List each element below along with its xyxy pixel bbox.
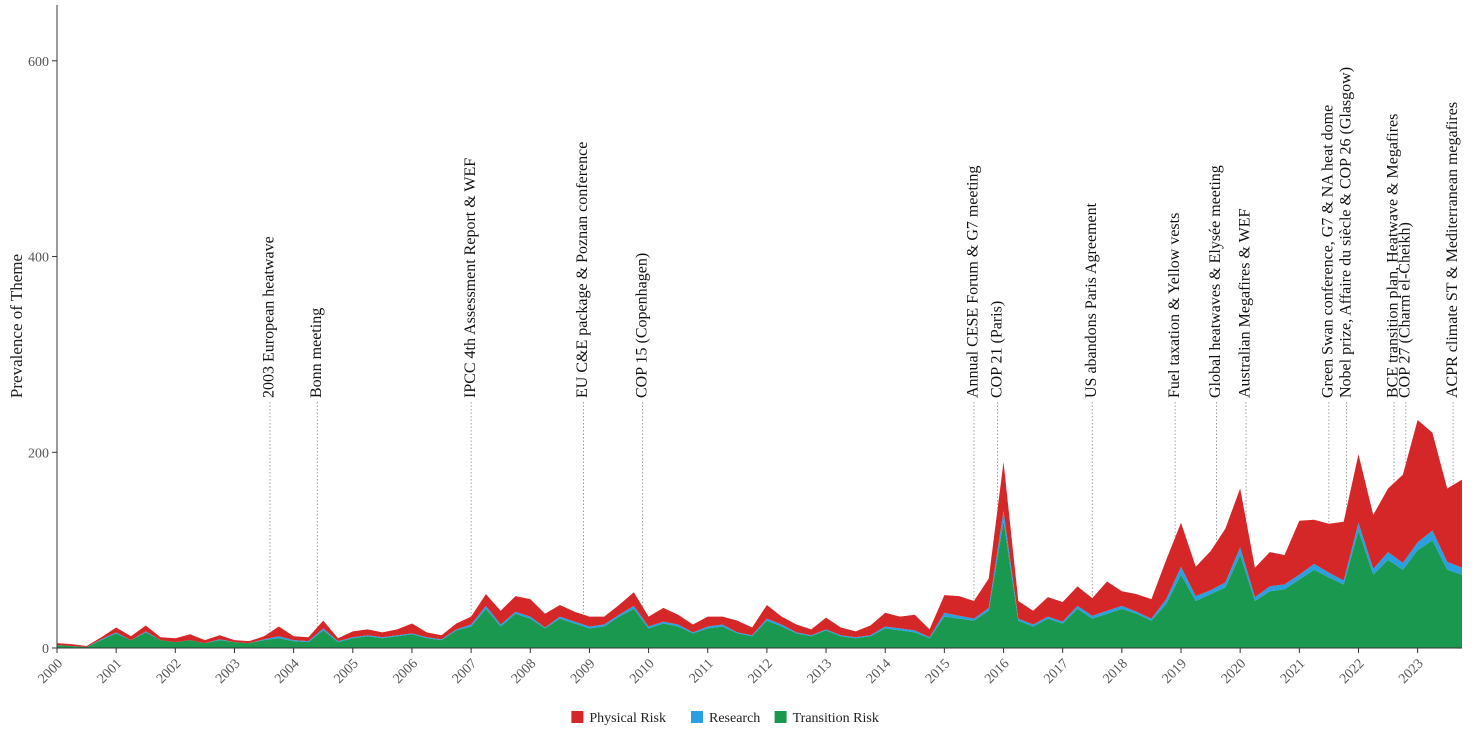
legend-swatch: [571, 711, 584, 723]
x-tick-label: 2005: [331, 656, 361, 686]
annotation-label: Green Swan conference, G7 & NA heat dome: [1320, 105, 1337, 398]
x-tick-label: 2000: [36, 656, 66, 686]
legend-label: Physical Risk: [589, 711, 666, 726]
legend-label: Transition Risk: [793, 711, 879, 726]
legend-swatch: [774, 711, 787, 723]
annotation-label: Nobel prize, Affaire du siècle & COP 26 …: [1337, 67, 1354, 398]
x-tick-label: 2012: [746, 656, 776, 686]
y-tick-label: 400: [28, 251, 49, 266]
x-tick-label: 2008: [509, 656, 539, 686]
area: [57, 520, 1462, 648]
x-tick-label: 2009: [568, 656, 598, 686]
x-tick-label: 2015: [923, 656, 953, 686]
x-tick-label: 2004: [272, 656, 302, 686]
y-tick-label: 200: [28, 446, 49, 461]
x-tick-label: 2001: [95, 656, 125, 686]
y-axis-label: Prevalence of Theme: [7, 254, 26, 398]
annotation-label: US abandons Paris Agreement: [1083, 202, 1100, 398]
x-tick-label: 2003: [213, 656, 243, 686]
annotation-label: COP 27 (Charm el-Cheikh): [1396, 222, 1413, 398]
legend-swatch: [691, 711, 703, 723]
annotation-label: Global heatwaves & Elysée meeting: [1207, 165, 1224, 398]
x-tick-label: 2016: [982, 656, 1012, 686]
x-tick-label: 2019: [1160, 656, 1190, 686]
annotation-label: Bonn meeting: [308, 308, 325, 398]
x-tick-label: 2023: [1396, 656, 1426, 686]
annotation-label: Annual CESE Forum & G7 meeting: [965, 166, 982, 398]
x-tick-label: 2007: [450, 656, 480, 686]
annotation-label: IPCC 4th Assessment Report & WEF: [462, 158, 479, 398]
x-tick-label: 2014: [864, 656, 894, 686]
x-tick-label: 2010: [627, 656, 657, 686]
annotation-label: Australian Megafires & WEF: [1237, 208, 1254, 398]
annotation-label: COP 21 (Paris): [988, 301, 1005, 398]
x-tick-label: 2020: [1219, 656, 1249, 686]
x-tick-label: 2017: [1041, 656, 1071, 686]
x-tick-label: 2002: [154, 656, 184, 686]
y-tick-label: 0: [42, 642, 49, 657]
x-tick-label: 2006: [391, 656, 421, 686]
annotation-label: COP 15 (Copenhagen): [633, 253, 650, 398]
x-tick-label: 2022: [1337, 656, 1367, 686]
legend: Physical Risk Research Transition Risk: [571, 711, 879, 726]
annotation-label: EU C&E package & Poznan conference: [574, 142, 591, 398]
annotation-label: 2003 European heatwave: [261, 236, 278, 398]
y-tick-label: 600: [28, 55, 49, 70]
x-tick-label: 2013: [805, 656, 835, 686]
x-tick-label: 2021: [1278, 656, 1308, 686]
annotation-label: ACPR climate ST & Mediterranean megafire…: [1444, 102, 1461, 398]
legend-label: Research: [709, 711, 760, 726]
area: [57, 419, 1462, 648]
x-tick-label: 2018: [1100, 656, 1130, 686]
annotation-label: Fuel taxation & Yellow vests: [1166, 213, 1183, 398]
x-tick-label: 2011: [687, 656, 717, 686]
annotation-label: BCE transition plan, Heatwave & Megafire…: [1385, 114, 1402, 398]
